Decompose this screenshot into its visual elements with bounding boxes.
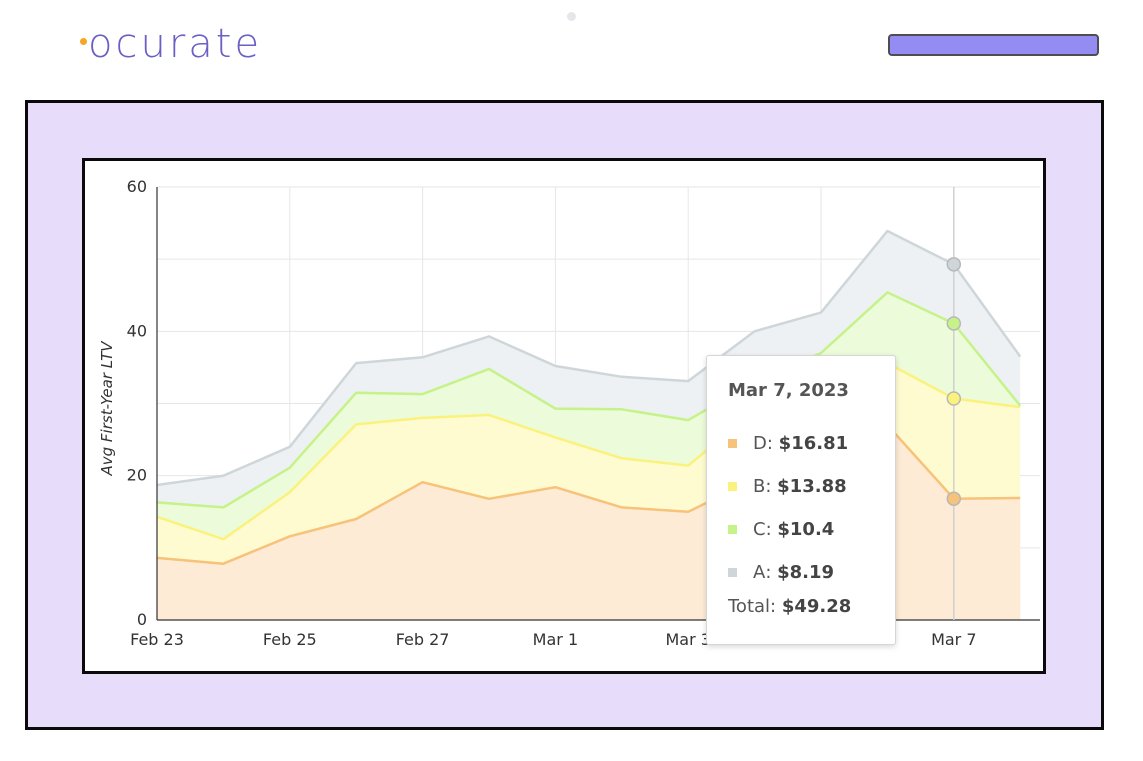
tooltip-title: Mar 7, 2023 <box>728 380 849 401</box>
x-tick-label: Feb 23 <box>130 630 184 649</box>
hover-marker-c <box>946 316 962 331</box>
tooltip-label-b: B <box>753 476 766 497</box>
x-tick-label: Feb 25 <box>263 630 317 649</box>
header-action-button[interactable] <box>888 34 1099 56</box>
tooltip-total-label: Total <box>728 596 771 617</box>
tooltip-value-c: $10.4 <box>777 519 835 540</box>
tooltip-swatch-c <box>728 525 737 534</box>
tooltip-label-c: C <box>753 519 766 540</box>
tooltip-row-d: D: $16.81 <box>728 422 895 465</box>
tooltip-total: Total: $49.28 <box>728 596 852 617</box>
tooltip-value-d: $16.81 <box>778 433 849 454</box>
tooltip-row-a: A: $8.19 <box>728 551 895 594</box>
tooltip-total-value: $49.28 <box>781 596 852 617</box>
logo-dot-icon <box>80 37 87 45</box>
line-series-a <box>156 229 1022 487</box>
tooltip-swatch-d <box>728 439 737 448</box>
area-series-c <box>157 292 1021 540</box>
x-tick-label: Mar 3 <box>665 630 710 649</box>
chart-tooltip: Mar 7, 2023 D: $16.81 B: $13.88 C: $10.4… <box>706 355 896 645</box>
y-tick-label: 0 <box>137 610 147 629</box>
tooltip-value-b: $13.88 <box>777 476 847 497</box>
hover-marker-d <box>946 491 962 506</box>
top-indicator-dot <box>567 12 576 21</box>
x-tick-label: Feb 27 <box>396 630 450 649</box>
hover-marker-a <box>946 257 962 272</box>
tooltip-swatch-a <box>728 568 737 577</box>
tooltip-row-c: C: $10.4 <box>728 508 895 551</box>
area-series-a <box>157 231 1021 508</box>
tooltip-label-d: D <box>753 433 767 454</box>
y-tick-label: 40 <box>127 321 147 340</box>
hover-marker-b <box>946 391 962 406</box>
tooltip-row-b: B: $13.88 <box>728 465 895 508</box>
tooltip-label-a: A <box>753 562 766 583</box>
chart-hover-markers <box>946 187 962 620</box>
line-series-c <box>156 291 1022 509</box>
y-tick-label: 20 <box>127 466 147 485</box>
y-tick-label: 60 <box>127 177 147 196</box>
tooltip-value-a: $8.19 <box>777 562 835 583</box>
x-tick-label: Mar 1 <box>533 630 578 649</box>
brand-logo: ocurate <box>80 22 262 66</box>
x-tick-label: Mar 7 <box>931 630 976 649</box>
tooltip-swatch-b <box>728 482 737 491</box>
y-axis-title: Avg First-Year LTV <box>98 340 116 477</box>
logo-text: ocurate <box>88 21 263 67</box>
